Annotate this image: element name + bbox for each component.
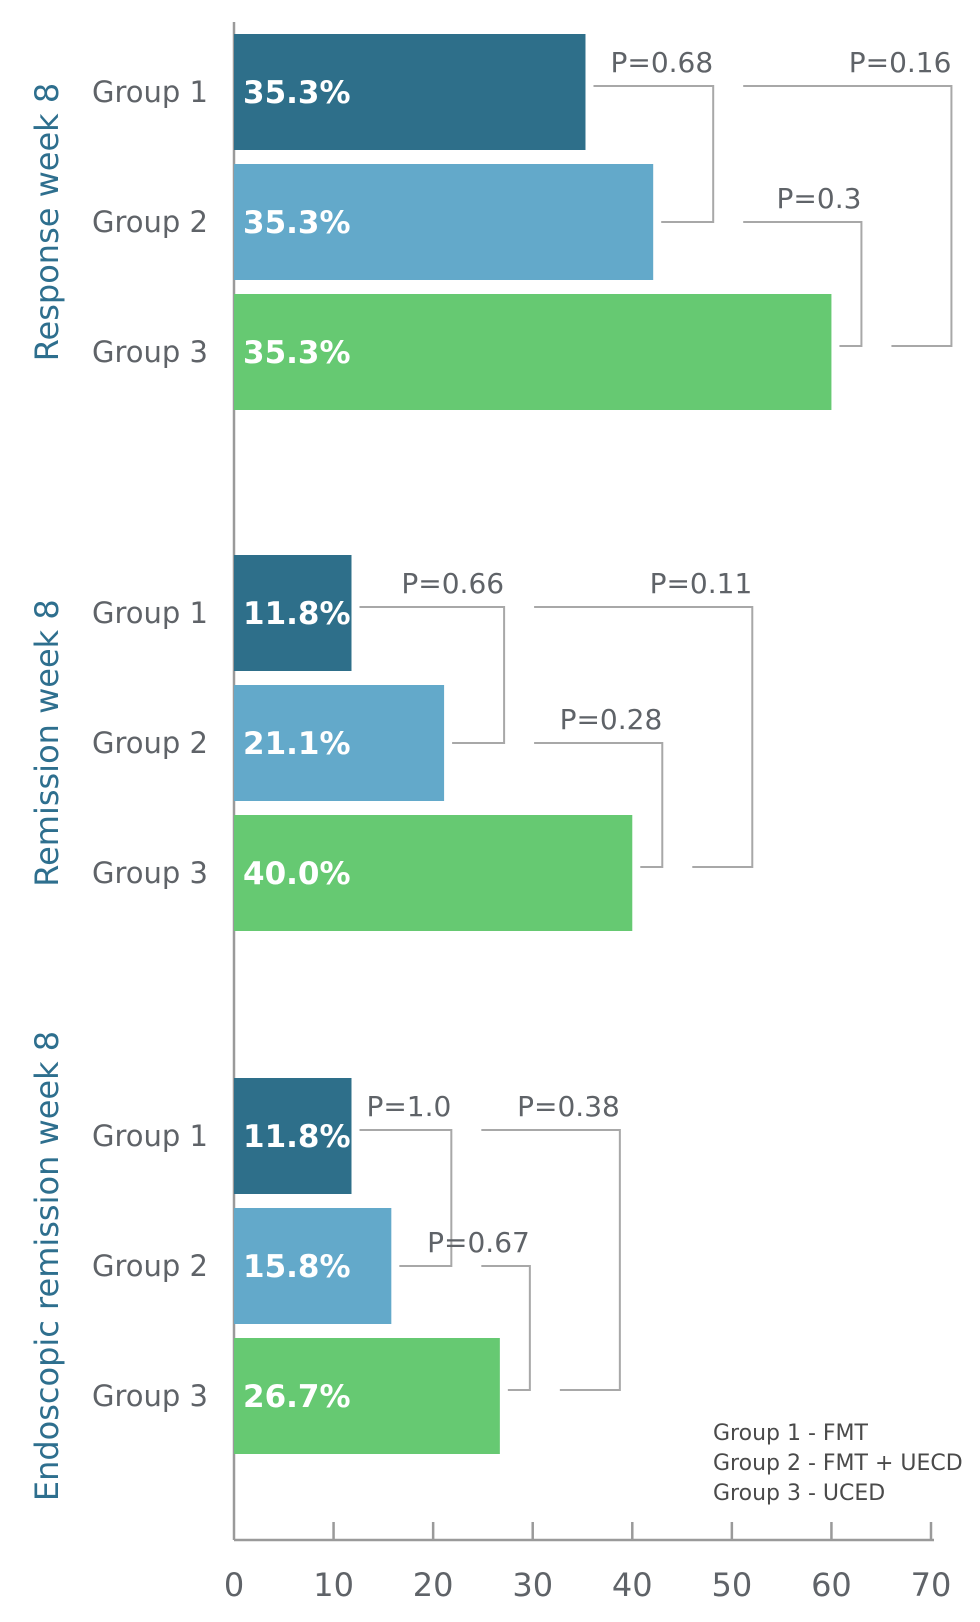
bar xyxy=(234,294,832,410)
x-tick-label: 40 xyxy=(612,1566,653,1604)
significance-bracket xyxy=(743,221,863,347)
category-label: Group 2 xyxy=(92,205,208,239)
x-tick-label: 60 xyxy=(811,1566,852,1604)
p-value-label: P=0.11 xyxy=(650,567,753,600)
category-label: Group 1 xyxy=(92,75,208,109)
category-label: Group 1 xyxy=(92,1119,208,1153)
bar xyxy=(234,1338,500,1454)
bar-value-label: 40.0% xyxy=(243,856,351,892)
p-value-label: P=0.28 xyxy=(560,703,663,736)
p-value-label: P=0.16 xyxy=(849,46,952,79)
panel-title: Endoscopic remission week 8 xyxy=(28,1031,66,1501)
significance-bracket xyxy=(481,1129,621,1391)
x-tick-label: 10 xyxy=(313,1566,354,1604)
bar xyxy=(234,1208,392,1324)
p-value-label: P=0.66 xyxy=(401,567,504,600)
p-value-label: P=0.38 xyxy=(517,1090,620,1123)
significance-bracket xyxy=(593,85,715,223)
category-label: Group 3 xyxy=(92,856,208,890)
p-value-label: P=1.0 xyxy=(366,1090,451,1123)
p-value-label: P=0.67 xyxy=(427,1226,530,1259)
bar-value-label: 15.8% xyxy=(243,1249,351,1285)
significance-bracket xyxy=(481,1265,531,1391)
panel-title: Remission week 8 xyxy=(28,599,66,886)
bar-value-label: 26.7% xyxy=(243,1379,351,1415)
bar xyxy=(234,815,633,931)
bar-value-label: 35.3% xyxy=(243,335,351,371)
x-tick-label: 20 xyxy=(413,1566,454,1604)
x-tick-label: 50 xyxy=(711,1566,752,1604)
x-tick-label: 70 xyxy=(911,1566,952,1604)
p-value-label: P=0.3 xyxy=(777,182,862,215)
category-label: Group 2 xyxy=(92,1249,208,1283)
bar xyxy=(234,1078,352,1194)
bar-value-label: 11.8% xyxy=(243,1119,351,1155)
p-value-label: P=0.68 xyxy=(610,46,713,79)
bar xyxy=(234,685,445,801)
significance-bracket xyxy=(359,1129,453,1267)
legend-entry: Group 2 - FMT + UECD xyxy=(713,1451,963,1476)
significance-bracket xyxy=(534,606,754,868)
significance-bracket xyxy=(534,742,664,868)
significance-bracket xyxy=(359,606,506,744)
bar xyxy=(234,555,352,671)
bar-value-label: 35.3% xyxy=(243,75,351,111)
bar-value-label: 21.1% xyxy=(243,726,351,762)
x-tick-label: 0 xyxy=(224,1566,244,1604)
legend-entry: Group 1 - FMT xyxy=(713,1421,869,1446)
legend-entry: Group 3 - UCED xyxy=(713,1481,885,1506)
bar-value-label: 11.8% xyxy=(243,596,351,632)
bar xyxy=(234,164,654,280)
x-tick-label: 30 xyxy=(512,1566,553,1604)
category-label: Group 2 xyxy=(92,726,208,760)
panel-title: Response week 8 xyxy=(28,83,66,361)
category-label: Group 3 xyxy=(92,335,208,369)
bar xyxy=(234,34,586,150)
bar-value-label: 35.3% xyxy=(243,205,351,241)
category-label: Group 3 xyxy=(92,1379,208,1413)
significance-bracket xyxy=(743,85,953,347)
category-label: Group 1 xyxy=(92,596,208,630)
